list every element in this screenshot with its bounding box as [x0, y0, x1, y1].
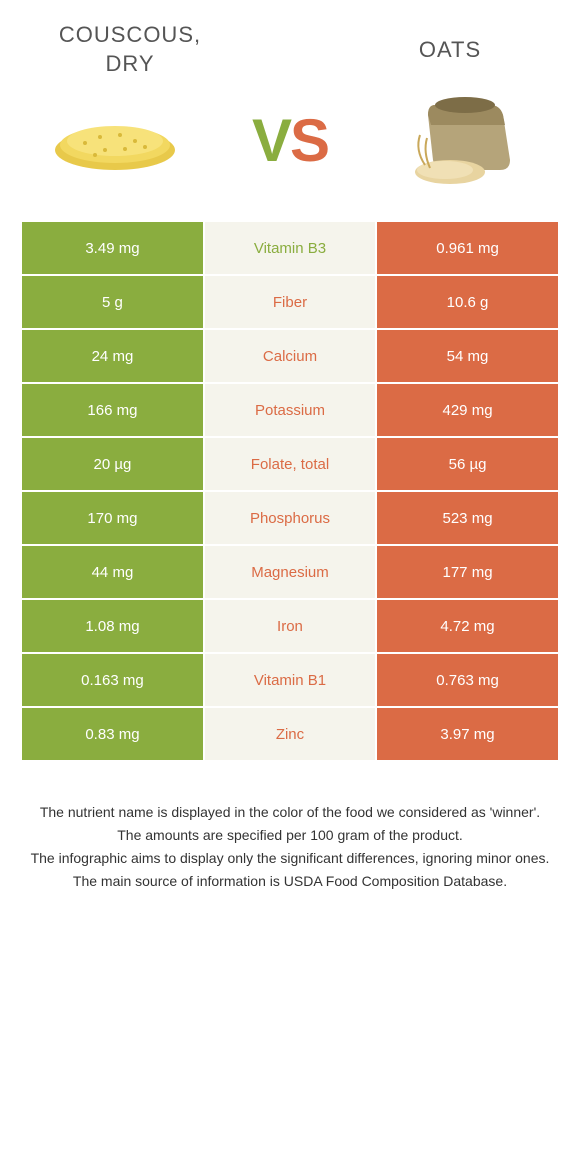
nutrient-name: Magnesium	[204, 545, 376, 599]
nutrient-name: Phosphorus	[204, 491, 376, 545]
nutrient-name: Folate, total	[204, 437, 376, 491]
nutrient-name: Iron	[204, 599, 376, 653]
right-value: 177 mg	[376, 545, 559, 599]
table-row: 0.83 mgZinc3.97 mg	[21, 707, 559, 761]
table-row: 5 gFiber10.6 g	[21, 275, 559, 329]
nutrient-name: Calcium	[204, 329, 376, 383]
footer-line-1: The nutrient name is displayed in the co…	[30, 802, 550, 823]
oats-image	[390, 90, 540, 190]
left-value: 0.83 mg	[21, 707, 204, 761]
left-value: 24 mg	[21, 329, 204, 383]
left-value: 0.163 mg	[21, 653, 204, 707]
nutrient-name: Zinc	[204, 707, 376, 761]
footer-line-2: The amounts are specified per 100 gram o…	[30, 825, 550, 846]
right-value: 0.763 mg	[376, 653, 559, 707]
left-value: 1.08 mg	[21, 599, 204, 653]
nutrient-name: Vitamin B3	[204, 221, 376, 275]
vs-s: S	[290, 107, 328, 174]
left-value: 166 mg	[21, 383, 204, 437]
right-value: 429 mg	[376, 383, 559, 437]
table-row: 0.163 mgVitamin B10.763 mg	[21, 653, 559, 707]
table-row: 3.49 mgVitamin B30.961 mg	[21, 221, 559, 275]
footer-line-3: The infographic aims to display only the…	[30, 848, 550, 869]
vs-v: V	[252, 107, 290, 174]
footer-line-4: The main source of information is USDA F…	[30, 871, 550, 892]
right-value: 0.961 mg	[376, 221, 559, 275]
left-value: 20 µg	[21, 437, 204, 491]
right-value: 4.72 mg	[376, 599, 559, 653]
left-value: 170 mg	[21, 491, 204, 545]
left-food-title: COUSCOUS, DRY	[40, 20, 220, 80]
nutrient-table: 3.49 mgVitamin B30.961 mg5 gFiber10.6 g2…	[20, 220, 560, 762]
left-value: 44 mg	[21, 545, 204, 599]
nutrient-name: Fiber	[204, 275, 376, 329]
footer-notes: The nutrient name is displayed in the co…	[30, 802, 550, 892]
right-value: 3.97 mg	[376, 707, 559, 761]
table-row: 166 mgPotassium429 mg	[21, 383, 559, 437]
nutrient-name: Vitamin B1	[204, 653, 376, 707]
table-row: 20 µgFolate, total56 µg	[21, 437, 559, 491]
table-row: 24 mgCalcium54 mg	[21, 329, 559, 383]
table-row: 1.08 mgIron4.72 mg	[21, 599, 559, 653]
right-food-title: OATS	[360, 20, 540, 80]
nutrient-name: Potassium	[204, 383, 376, 437]
right-value: 523 mg	[376, 491, 559, 545]
couscous-image	[40, 90, 190, 190]
vs-label: VS	[252, 106, 328, 175]
right-value: 54 mg	[376, 329, 559, 383]
right-value: 10.6 g	[376, 275, 559, 329]
left-value: 3.49 mg	[21, 221, 204, 275]
table-row: 44 mgMagnesium177 mg	[21, 545, 559, 599]
left-value: 5 g	[21, 275, 204, 329]
right-value: 56 µg	[376, 437, 559, 491]
table-row: 170 mgPhosphorus523 mg	[21, 491, 559, 545]
